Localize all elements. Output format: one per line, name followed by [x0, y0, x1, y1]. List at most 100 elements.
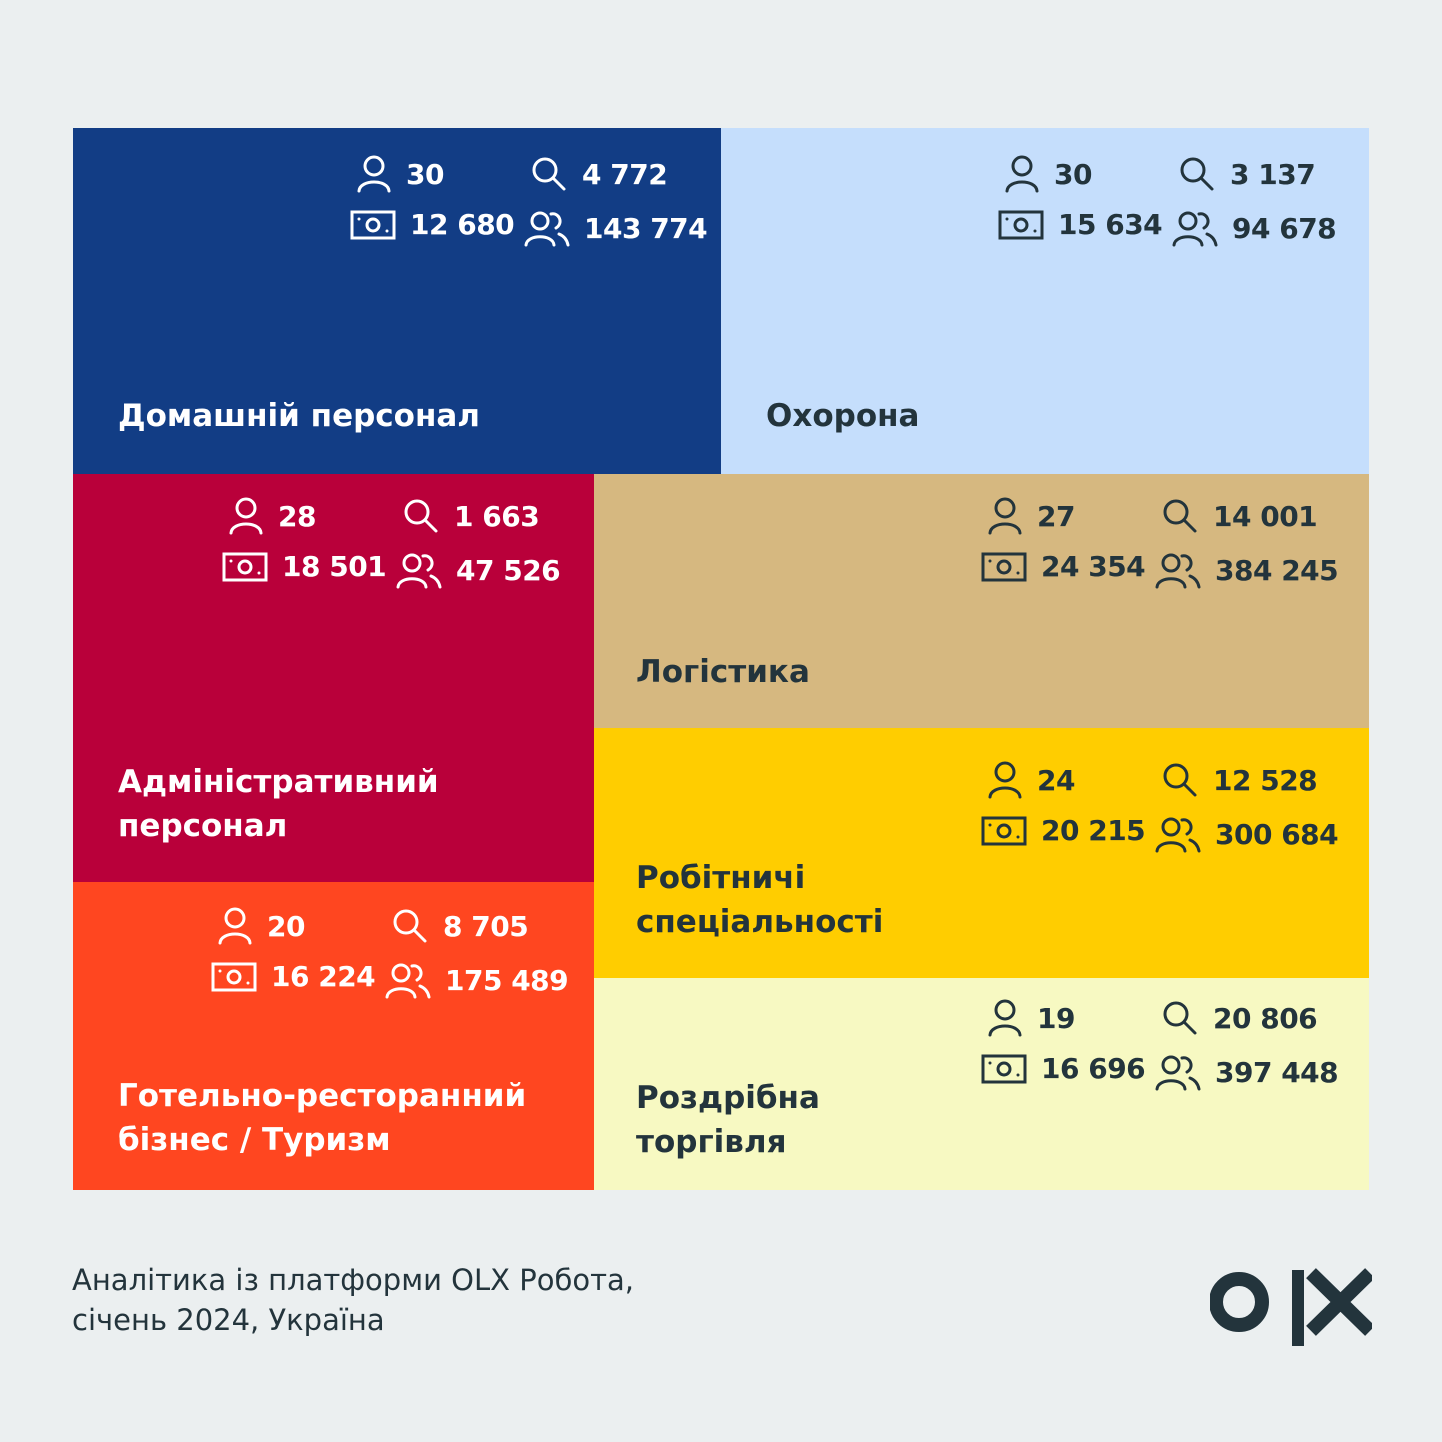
stat-value: 28 [278, 499, 316, 533]
stat-money: 20 215 [981, 814, 1146, 847]
tile-stats: 28 1 663 18 501 47 526 [222, 496, 568, 596]
person-icon [987, 496, 1023, 536]
money-icon [981, 551, 1027, 583]
stat-search: 4 772 [530, 154, 668, 194]
stat-value: 47 526 [456, 553, 561, 587]
stat-value: 20 215 [1041, 814, 1146, 847]
stat-value: 24 354 [1041, 550, 1146, 583]
stat-value: 3 137 [1230, 157, 1316, 191]
stat-person: 20 [217, 906, 305, 946]
source-note: Аналітика із платформи OLX Робота, січен… [72, 1260, 634, 1340]
group-icon [396, 550, 442, 590]
stat-value: 15 634 [1058, 208, 1163, 241]
tile-label: Готельно-ресторанний бізнес / Туризм [118, 1078, 527, 1158]
stat-value: 8 705 [443, 909, 529, 943]
tile-label: Домашній персонал [118, 398, 480, 434]
stat-group: 175 489 [385, 960, 569, 1000]
stat-person: 30 [1004, 154, 1092, 194]
tile-stats: 30 4 772 12 680 143 774 [350, 154, 708, 254]
group-icon [1155, 1052, 1201, 1092]
stat-value: 12 528 [1213, 763, 1318, 797]
search-icon [530, 154, 568, 194]
stat-group: 143 774 [524, 208, 708, 248]
treemap-tile: 20 8 705 16 224 175 489 Готельно-ресторанний… [73, 882, 594, 1190]
treemap-tile: 27 14 001 24 354 384 245 Логістика [594, 474, 1369, 728]
stat-search: 12 528 [1161, 760, 1318, 800]
stat-value: 397 448 [1215, 1055, 1339, 1089]
person-icon [987, 760, 1023, 800]
stat-value: 20 [267, 909, 305, 943]
stat-group: 94 678 [1172, 208, 1337, 248]
money-icon [981, 1053, 1027, 1085]
person-icon [228, 496, 264, 536]
stat-value: 16 224 [271, 960, 376, 993]
group-icon [1172, 208, 1218, 248]
tile-stats: 20 8 705 16 224 175 489 [211, 906, 569, 1006]
money-icon [350, 209, 396, 241]
stat-money: 15 634 [998, 208, 1163, 241]
money-icon [211, 961, 257, 993]
stat-value: 14 001 [1213, 499, 1318, 533]
treemap-tile: 19 20 806 16 696 397 448 Роздрібна торгівля [594, 978, 1369, 1190]
stat-value: 300 684 [1215, 817, 1339, 851]
person-icon [217, 906, 253, 946]
stat-value: 20 806 [1213, 1001, 1318, 1035]
stat-group: 47 526 [396, 550, 561, 590]
stat-value: 18 501 [282, 550, 387, 583]
tile-label: Охорона [766, 398, 920, 434]
group-icon [385, 960, 431, 1000]
stat-person: 28 [228, 496, 316, 536]
source-line-1: Аналітика із платформи OLX Робота, [72, 1263, 634, 1297]
treemap-tile: 30 3 137 15 634 94 678 Охорона [721, 128, 1369, 474]
source-line-2: січень 2024, Україна [72, 1303, 385, 1337]
stat-value: 94 678 [1232, 211, 1337, 245]
stat-money: 24 354 [981, 550, 1146, 583]
stat-money: 12 680 [350, 208, 515, 241]
money-icon [981, 815, 1027, 847]
treemap-tile: 28 1 663 18 501 47 526 Адміністративний перс… [73, 474, 594, 882]
stat-group: 397 448 [1155, 1052, 1339, 1092]
search-icon [402, 496, 440, 536]
search-icon [391, 906, 429, 946]
group-icon [1155, 814, 1201, 854]
stat-value: 30 [1054, 157, 1092, 191]
tile-stats: 30 3 137 15 634 94 678 [998, 154, 1344, 254]
stat-person: 27 [987, 496, 1075, 536]
tile-label: Роздрібна торгівля [636, 1080, 820, 1160]
stat-search: 3 137 [1178, 154, 1316, 194]
money-icon [998, 209, 1044, 241]
stat-search: 1 663 [402, 496, 540, 536]
stat-value: 175 489 [445, 963, 569, 997]
stat-value: 24 [1037, 763, 1075, 797]
stat-value: 143 774 [584, 211, 708, 245]
stat-group: 300 684 [1155, 814, 1339, 854]
stat-group: 384 245 [1155, 550, 1339, 590]
stat-value: 19 [1037, 1001, 1075, 1035]
tile-stats: 24 12 528 20 215 300 684 [981, 760, 1339, 860]
stat-search: 8 705 [391, 906, 529, 946]
search-icon [1178, 154, 1216, 194]
treemap-tile: 30 4 772 12 680 143 774 Домашній персонал [73, 128, 721, 474]
stat-value: 4 772 [582, 157, 668, 191]
stat-value: 30 [406, 157, 444, 191]
stat-value: 12 680 [410, 208, 515, 241]
person-icon [356, 154, 392, 194]
search-icon [1161, 760, 1199, 800]
stat-person: 24 [987, 760, 1075, 800]
tile-stats: 19 20 806 16 696 397 448 [981, 998, 1339, 1098]
stat-person: 19 [987, 998, 1075, 1038]
tile-label: Адміністративний персонал [118, 764, 439, 844]
person-icon [987, 998, 1023, 1038]
person-icon [1004, 154, 1040, 194]
stat-value: 384 245 [1215, 553, 1339, 587]
stat-search: 20 806 [1161, 998, 1318, 1038]
tile-label: Робітничі спеціальності [636, 860, 884, 940]
stat-value: 1 663 [454, 499, 540, 533]
stat-search: 14 001 [1161, 496, 1318, 536]
stat-value: 27 [1037, 499, 1075, 533]
stat-person: 30 [356, 154, 444, 194]
olx-logo-icon [1209, 1262, 1375, 1350]
stat-value: 16 696 [1041, 1052, 1146, 1085]
search-icon [1161, 998, 1199, 1038]
